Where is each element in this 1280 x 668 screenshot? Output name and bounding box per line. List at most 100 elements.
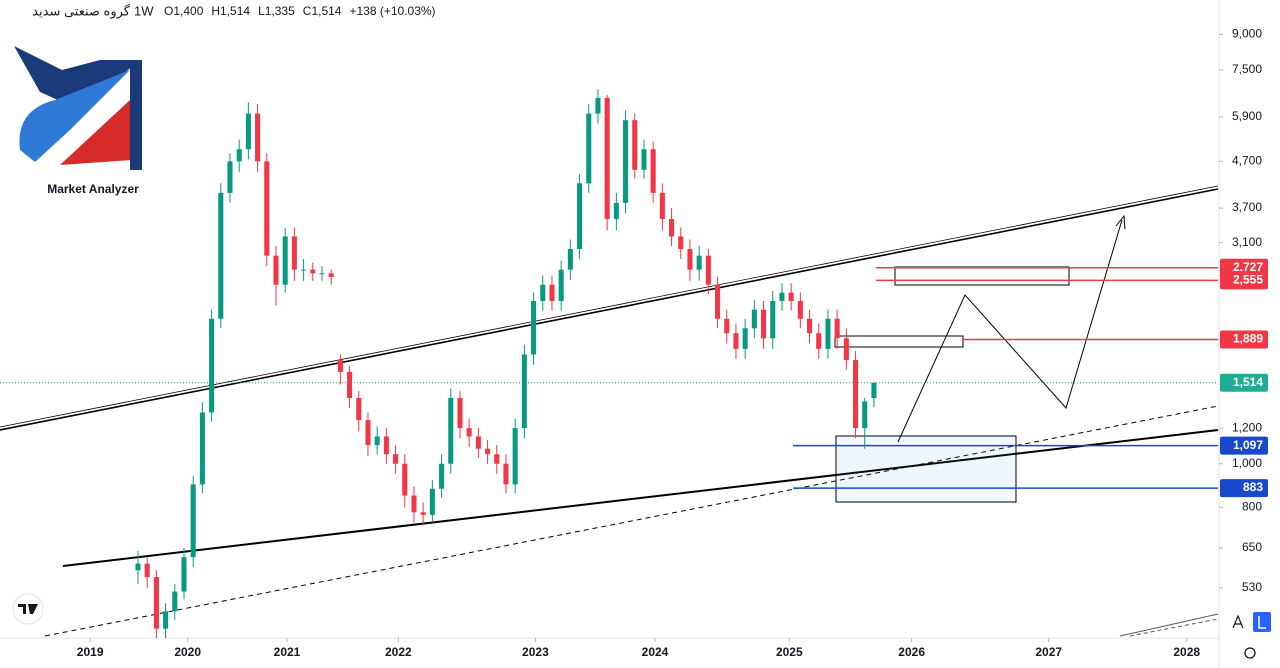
candle-body [199,412,205,485]
price-label: 1,514 [1233,375,1263,389]
tv-logo-mark [18,604,38,614]
settings-button[interactable] [1244,647,1256,659]
candle-body [751,309,757,329]
trend-line [0,185,1219,428]
candle-body [843,338,849,361]
ohlc-value: H1,514 [211,4,250,18]
candle-body [595,97,601,114]
candle-body [521,354,527,429]
trend-line [62,429,1219,567]
x-tick-label: 2027 [1035,645,1062,659]
projection-path [897,219,1123,443]
price-label: 1,889 [1233,332,1263,346]
ohlc-value: O1,400 [164,4,204,18]
price-label-bg [1220,373,1268,392]
supply-zone [834,335,964,348]
axis-buttons [1229,612,1271,659]
candle-body [218,192,224,319]
y-tick-label: 9,000 [1232,27,1262,41]
candle-body [485,448,491,455]
x-tick-label: 2028 [1173,645,1200,659]
candle-body [623,120,629,203]
tv-logo [12,593,44,625]
drawings [0,185,1219,637]
y-tick-label: 3,700 [1232,200,1262,214]
candle-body [733,333,739,349]
candle-body [687,249,693,270]
candle-body [494,454,500,464]
candle-body [301,269,307,271]
logo-bar [130,60,142,170]
y-tick-label: 7,500 [1232,62,1262,76]
watermark-logo: Market Analyzer [14,46,142,196]
x-tick-label: 2023 [522,645,549,659]
symbol-name: گروه صنعتی سدید [32,3,131,19]
candle-body [181,557,187,592]
candle-body [264,161,270,256]
ohlc-value: +138 (+10.03%) [349,4,435,18]
candles [135,89,877,638]
tv-logo-circle [12,593,44,625]
logo-wing [14,46,140,110]
ohlc-value: C1,514 [303,4,342,18]
candle-body [337,360,343,372]
candle-body [871,382,877,399]
log-icon [1258,616,1266,629]
trend-line [1129,618,1219,637]
price-label-bg [1220,479,1268,498]
candle-body [586,113,592,184]
x-tick-label: 2026 [898,645,925,659]
candle-body [402,463,408,496]
candle-body [365,420,371,446]
x-tick-label: 2024 [642,645,669,659]
candle-body [135,563,141,571]
candle-body [429,488,435,515]
candle-body [788,292,794,301]
log-button[interactable] [1253,612,1271,632]
y-tick-label: 3,100 [1232,235,1262,249]
price-label: 2,727 [1233,260,1263,274]
candle-body [567,249,573,270]
candle-body [512,428,518,485]
candle-body [632,120,638,170]
candle-body [531,300,537,355]
projection-arrow [1115,214,1126,230]
price-label: 1,097 [1233,438,1263,452]
candle-body [604,97,610,219]
candle-body [475,436,481,449]
candle-body [291,236,297,270]
candle-body [393,454,399,464]
logo-swoosh [19,70,131,162]
y-tick-label: 800 [1242,500,1262,514]
candle-body [549,284,555,301]
candle-body [319,273,325,275]
candle-body [457,398,463,429]
header: گروه صنعتی سدید 1W [32,3,154,19]
price-label: 2,555 [1233,273,1263,287]
candle-body [466,428,472,437]
candle-body [779,292,785,301]
candle-body [439,463,445,489]
candle-body [705,255,711,285]
candle-body [613,202,619,219]
trend-line-dashed [44,405,1219,637]
candle-body [724,318,730,334]
candle-body [448,398,454,464]
candle-body [310,269,316,274]
price-label-bg [1220,436,1268,455]
candle-body [678,236,684,250]
x-tick-label: 2025 [776,645,803,659]
candle-body [209,318,215,413]
candle-body [163,611,169,629]
candle-body [669,218,675,237]
candle-body [742,328,748,349]
candle-body [770,300,776,339]
candle-body [153,577,159,629]
candle-body [834,318,840,339]
trend-line [0,188,1219,431]
watermark-text: Market Analyzer [47,182,139,196]
candle-body [715,284,721,319]
price-label-bg [1220,271,1268,290]
